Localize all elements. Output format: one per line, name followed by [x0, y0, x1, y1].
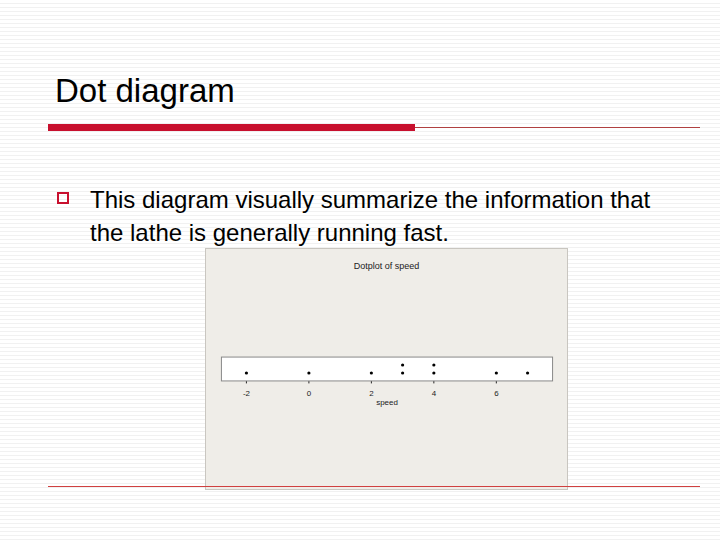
svg-text:6: 6 — [494, 389, 499, 398]
svg-text:speed: speed — [376, 398, 398, 407]
svg-text:-2: -2 — [243, 389, 251, 398]
svg-text:2: 2 — [369, 389, 374, 398]
html-text:This diagram visually summariz: This diagram visually summarize the info… — [90, 186, 651, 246]
html-text:Dot diagram: Dot diagram — [55, 72, 235, 109]
html-text:Dotplot of speed: Dotplot of speed — [353, 261, 420, 271]
svg-text:0: 0 — [307, 389, 312, 398]
svg-text:4: 4 — [432, 389, 437, 398]
